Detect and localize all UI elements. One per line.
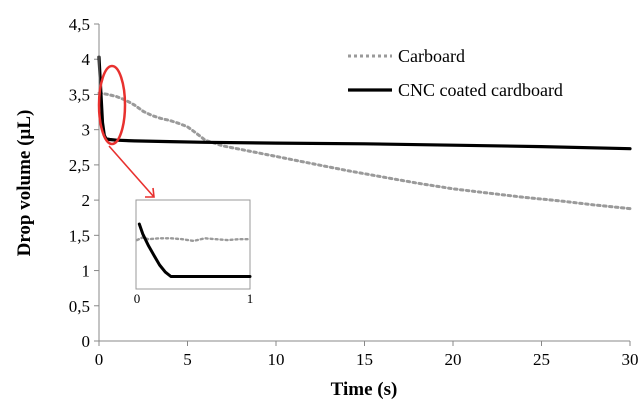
x-tick-label: 5	[183, 350, 192, 369]
y-tick-label: 2,5	[69, 156, 90, 175]
y-tick-label: 0,5	[69, 297, 90, 316]
x-tick-label: 10	[268, 350, 285, 369]
y-axis-title: Drop volume (µL)	[14, 110, 35, 257]
zoom-arrow	[108, 145, 155, 198]
series-line-0	[97, 91, 632, 211]
y-tick-label: 3	[82, 121, 91, 140]
y-tick-label: 1	[82, 262, 91, 281]
highlight-ellipse	[97, 64, 127, 146]
y-tick-label: 4	[82, 50, 91, 69]
legend-label-carboard: Carboard	[398, 46, 465, 66]
x-axis-title: Time (s)	[331, 379, 398, 400]
x-tick-label: 15	[356, 350, 373, 369]
inset-frame	[135, 199, 251, 290]
y-tick-marks	[94, 23, 99, 342]
inset-chart: 0 1	[134, 199, 254, 306]
inset-x-tick-label: 1	[247, 291, 254, 306]
x-tick-label: 0	[95, 350, 104, 369]
x-tick-marks	[98, 341, 631, 346]
x-tick-label: 20	[445, 350, 462, 369]
y-tick-label: 3,5	[69, 85, 90, 104]
x-tick-label: 25	[533, 350, 550, 369]
legend: Carboard CNC coated cardboard	[348, 46, 563, 100]
inset-series	[135, 222, 252, 278]
inset-x-tick-label: 0	[134, 291, 141, 306]
y-tick-label: 4,5	[69, 15, 90, 34]
inset-series-line-1	[137, 222, 252, 278]
main-plot-series	[97, 55, 632, 211]
inset-series-line-0	[135, 236, 252, 243]
x-tick-label: 30	[622, 350, 639, 369]
y-tick-label: 2	[82, 191, 91, 210]
y-tick-label: 0	[82, 332, 91, 351]
legend-label-cnc: CNC coated cardboard	[398, 80, 563, 100]
series-line-1	[97, 55, 632, 151]
x-tick-labels: 0 5 10 15 20 25 30	[95, 350, 639, 369]
y-tick-labels: 0 0,5 1 1,5 2 2,5 3 3,5 4 4,5	[69, 15, 91, 351]
y-tick-label: 1,5	[69, 226, 90, 245]
